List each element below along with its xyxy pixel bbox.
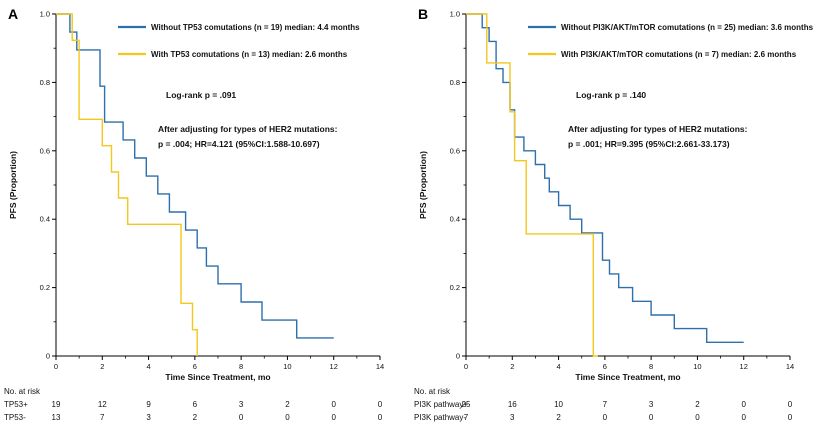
- y-tick-label: 0.8: [450, 78, 460, 87]
- km-chart-B: 0 2 4 6 8 10 12 14 0 0.2 0.4 0.6 0.8 1.0 Time Since Tr…: [414, 10, 814, 423]
- risk-row-value: 0: [741, 400, 746, 409]
- panel-A: A 0 2 4 6 8 10 12 14 0 0.2 0.4 0.6 0.8 1.0 Time Since …: [4, 6, 384, 423]
- y-tick-label: 0.2: [40, 283, 50, 292]
- risk-row-value: 3: [146, 413, 151, 422]
- y-tick-label: 0.6: [450, 146, 460, 155]
- risk-table-title: No. at risk: [4, 387, 41, 396]
- x-axis-label: Time Since Treatment, mo: [165, 372, 270, 382]
- risk-row-value: 16: [508, 400, 517, 409]
- risk-row-label: PI3K pathway-: [414, 413, 466, 422]
- risk-row-value: 0: [788, 400, 793, 409]
- risk-row-value: 3: [239, 400, 244, 409]
- x-tick-label: 14: [786, 362, 794, 371]
- legend-label: With PI3K/AKT/mTOR comutations (n = 7) m…: [561, 50, 797, 59]
- x-tick-label: 10: [283, 362, 291, 371]
- risk-row-value: 0: [788, 413, 793, 422]
- risk-row-value: 10: [554, 400, 563, 409]
- x-tick-label: 10: [693, 362, 701, 371]
- panel-label-A: A: [8, 6, 19, 22]
- x-tick-label: 8: [649, 362, 653, 371]
- x-tick-label: 12: [330, 362, 338, 371]
- risk-row-value: 3: [510, 413, 515, 422]
- panel-label-B: B: [418, 6, 429, 22]
- y-tick-label: 0.2: [450, 283, 460, 292]
- risk-row-value: 0: [331, 413, 336, 422]
- km-curve-blue: [56, 13, 334, 339]
- y-tick-label: 0.4: [450, 215, 460, 224]
- km-curve-yellow: [466, 13, 598, 357]
- x-tick-label: 8: [239, 362, 243, 371]
- risk-row-value: 2: [556, 413, 561, 422]
- y-tick-label: 0: [456, 352, 460, 361]
- km-curve-yellow: [56, 13, 198, 356]
- risk-row-value: 0: [378, 400, 383, 409]
- risk-row-label: TP53+: [4, 400, 28, 409]
- risk-row-value: 0: [285, 413, 290, 422]
- x-tick-label: 4: [146, 362, 150, 371]
- annotation-text: p = .004; HR=4.121 (95%CI:1.588-10.697): [158, 139, 320, 149]
- risk-row-value: 0: [695, 413, 700, 422]
- risk-row-value: 0: [239, 413, 244, 422]
- risk-row-value: 2: [695, 400, 700, 409]
- y-axis-label: PFS (Proportion): [8, 151, 18, 219]
- risk-row-value: 2: [285, 400, 290, 409]
- x-tick-label: 2: [510, 362, 514, 371]
- x-tick-label: 0: [464, 362, 468, 371]
- risk-row-value: 7: [603, 400, 608, 409]
- risk-row-value: 9: [146, 400, 151, 409]
- y-tick-label: 1.0: [450, 10, 460, 19]
- legend-label: Without TP53 comutations (n = 19) median…: [151, 23, 360, 32]
- x-tick-label: 6: [603, 362, 607, 371]
- risk-row-label: TP53-: [4, 413, 26, 422]
- km-curve-blue: [466, 13, 744, 343]
- annotation-text: After adjusting for types of HER2 mutati…: [158, 124, 338, 134]
- x-tick-label: 2: [100, 362, 104, 371]
- risk-row-value: 0: [331, 400, 336, 409]
- y-tick-label: 1.0: [40, 10, 50, 19]
- y-tick-label: 0.6: [40, 146, 50, 155]
- annotation-text: Log-rank p = .091: [166, 90, 236, 100]
- risk-row-value: 6: [193, 400, 198, 409]
- x-tick-label: 14: [376, 362, 384, 371]
- annotation-text: p = .001; HR=9.395 (95%CI:2.661-33.173): [568, 139, 730, 149]
- risk-row-value: 0: [603, 413, 608, 422]
- risk-row-value: 25: [462, 400, 471, 409]
- legend-label: With TP53 comutations (n = 13) median: 2…: [151, 50, 348, 59]
- risk-row-value: 0: [649, 413, 654, 422]
- km-chart-A: 0 2 4 6 8 10 12 14 0 0.2 0.4 0.6 0.8 1.0 Time Since Tr…: [4, 10, 384, 423]
- x-tick-label: 12: [740, 362, 748, 371]
- y-tick-label: 0.4: [40, 215, 50, 224]
- risk-row-value: 2: [193, 413, 198, 422]
- risk-table-title: No. at risk: [414, 387, 451, 396]
- risk-row-value: 13: [52, 413, 61, 422]
- y-tick-label: 0.8: [40, 78, 50, 87]
- x-tick-label: 0: [54, 362, 58, 371]
- legend-label: Without PI3K/AKT/mTOR comutations (n = 2…: [561, 23, 814, 32]
- y-axis-label: PFS (Proportion): [418, 151, 428, 219]
- risk-row-value: 0: [378, 413, 383, 422]
- risk-row-value: 3: [649, 400, 654, 409]
- risk-row-value: 0: [741, 413, 746, 422]
- risk-row-value: 12: [98, 400, 107, 409]
- y-tick-label: 0: [46, 352, 50, 361]
- risk-row-value: 7: [464, 413, 469, 422]
- x-tick-label: 6: [193, 362, 197, 371]
- annotation-text: After adjusting for types of HER2 mutati…: [568, 124, 748, 134]
- risk-row-value: 7: [100, 413, 105, 422]
- risk-row-value: 19: [52, 400, 61, 409]
- annotation-text: Log-rank p = .140: [576, 90, 646, 100]
- panel-B: B 0 2 4 6 8 10 12 14 0 0.2 0.4 0.6 0.8 1.0 Time Since …: [410, 0, 820, 425]
- x-tick-label: 4: [556, 362, 560, 371]
- risk-row-label: PI3K pathway+: [414, 400, 468, 409]
- x-axis-label: Time Since Treatment, mo: [575, 372, 680, 382]
